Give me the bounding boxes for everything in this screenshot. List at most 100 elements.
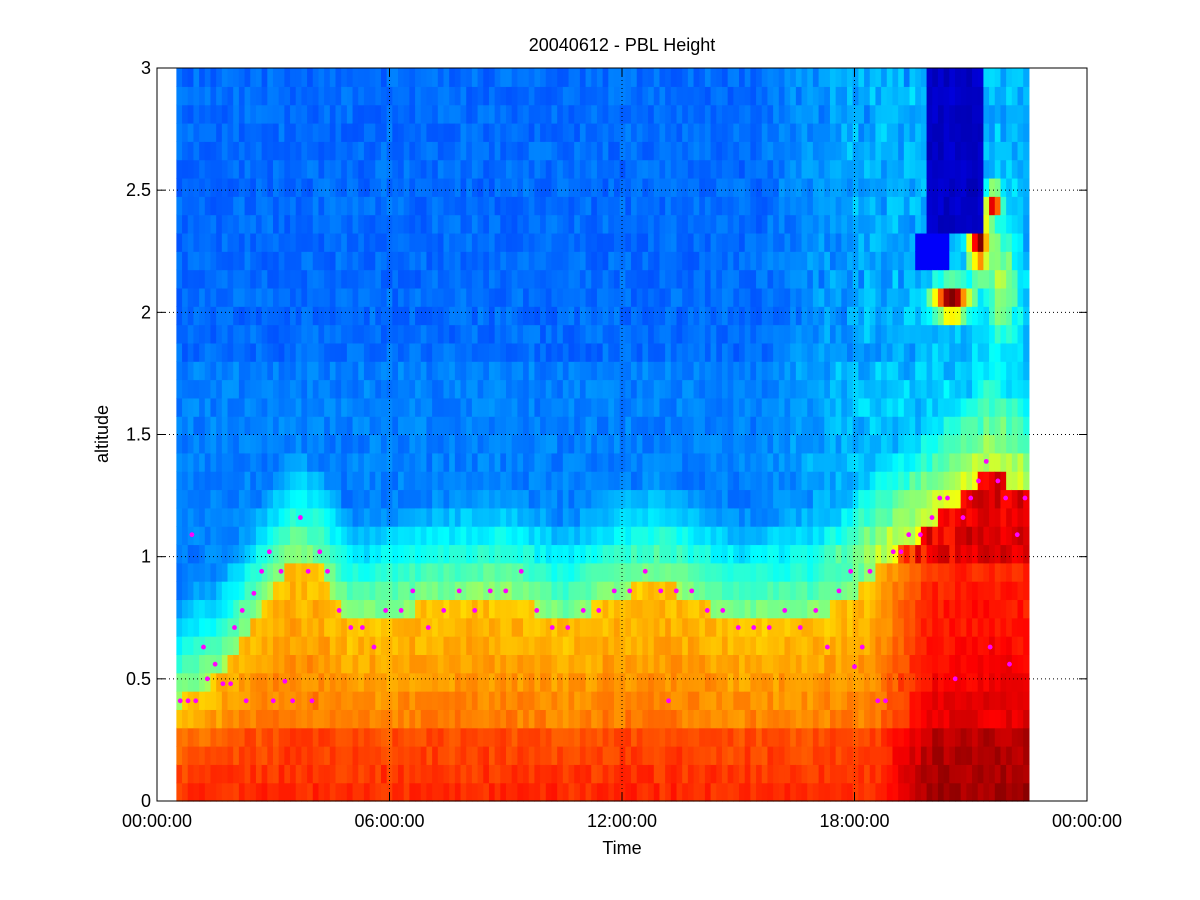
heatmap-cell [676, 251, 683, 271]
heatmap-cell [449, 361, 456, 381]
heatmap-cell [568, 269, 575, 289]
heatmap-cell [602, 654, 609, 674]
heatmap-cell [238, 416, 246, 436]
heatmap-cell [642, 232, 649, 252]
heatmap-cell [380, 562, 388, 582]
heatmap-cell [426, 361, 433, 381]
heatmap-cell [227, 764, 234, 784]
heatmap-cell [540, 86, 547, 106]
heatmap-cell [437, 617, 445, 637]
heatmap-cell [744, 782, 751, 802]
heatmap-cell [619, 507, 626, 527]
heatmap-cell [795, 727, 803, 747]
heatmap-cell [483, 379, 490, 399]
heatmap-cell [653, 214, 661, 234]
heatmap-cell [471, 104, 479, 124]
heatmap-cell [619, 361, 626, 381]
heatmap-cell [682, 342, 689, 362]
heatmap-cell [386, 746, 393, 765]
heatmap-cell [415, 672, 422, 692]
heatmap-cell [602, 709, 609, 729]
heatmap-cell [540, 636, 547, 656]
heatmap-cell [704, 159, 712, 179]
heatmap-cell [238, 361, 246, 381]
heatmap-cell [750, 342, 757, 362]
heatmap-cell [221, 342, 229, 362]
heatmap-cell [221, 746, 229, 765]
heatmap-cell [483, 599, 490, 619]
heatmap-cell [437, 489, 445, 509]
heatmap-cell [403, 691, 410, 710]
heatmap-cell [454, 214, 462, 234]
heatmap-cell [488, 471, 496, 491]
heatmap-cell [295, 746, 303, 765]
heatmap-cell [653, 526, 661, 546]
heatmap-cell [284, 251, 291, 271]
heatmap-cell [551, 397, 558, 417]
heatmap-cell [699, 746, 706, 765]
heatmap-cell [278, 654, 285, 674]
heatmap-cell [403, 764, 410, 784]
heatmap-cell [244, 654, 251, 674]
heatmap-cell [437, 287, 445, 307]
heatmap-cell [875, 361, 882, 381]
heatmap-cell [676, 159, 683, 179]
heatmap-cell [432, 562, 439, 582]
heatmap-cell [477, 617, 484, 637]
heatmap-cell [784, 599, 791, 619]
heatmap-cell [443, 251, 450, 271]
heatmap-cell [250, 471, 257, 491]
heatmap-cell [511, 159, 518, 179]
heatmap-cell [523, 251, 530, 271]
heatmap-cell [642, 507, 649, 527]
heatmap-cell [835, 416, 842, 436]
heatmap-cell [295, 636, 303, 656]
heatmap-cell [716, 746, 723, 765]
heatmap-cell [852, 287, 859, 307]
heatmap-cell [773, 159, 780, 179]
heatmap-cell [301, 672, 308, 692]
heatmap-cell [261, 361, 268, 381]
heatmap-cell [727, 342, 734, 362]
heatmap-cell [778, 617, 786, 637]
heatmap-cell [540, 361, 547, 381]
heatmap-cell [756, 654, 763, 674]
heatmap-cell [659, 196, 666, 216]
heatmap-cell [653, 342, 661, 362]
heatmap-cell [653, 709, 661, 729]
heatmap-cell [437, 361, 445, 381]
heatmap-cell [278, 361, 285, 381]
heatmap-cell [795, 452, 803, 472]
heatmap-cell [750, 471, 757, 491]
heatmap-cell [449, 324, 456, 344]
heatmap-cell [756, 452, 763, 472]
heatmap-cell [682, 361, 689, 381]
heatmap-cell [176, 306, 183, 326]
heatmap-cell [346, 562, 354, 582]
heatmap-cell [653, 636, 661, 656]
heatmap-cell [852, 691, 859, 710]
heatmap-cell [176, 177, 183, 197]
heatmap-cell [432, 764, 439, 784]
heatmap-cell [824, 232, 831, 252]
heatmap-cell [398, 306, 405, 326]
heatmap-cell [250, 526, 257, 546]
heatmap-cell [716, 782, 723, 802]
heatmap-cell [210, 177, 217, 197]
heatmap-cell [824, 177, 831, 197]
heatmap-cell [506, 544, 513, 564]
heatmap-cell [579, 471, 587, 491]
heatmap-cell [534, 104, 541, 124]
heatmap-cell [216, 544, 223, 564]
heatmap-cell [869, 68, 877, 87]
heatmap-cell [272, 617, 280, 637]
heatmap-cell [642, 452, 649, 472]
heatmap-cell [346, 122, 354, 142]
heatmap-cell [659, 782, 666, 802]
heatmap-cell [375, 214, 382, 234]
heatmap-cell [631, 709, 638, 729]
heatmap-cell [449, 746, 456, 765]
heatmap-cell [835, 122, 842, 142]
heatmap-cell [238, 654, 246, 674]
heatmap-cell [795, 764, 803, 784]
